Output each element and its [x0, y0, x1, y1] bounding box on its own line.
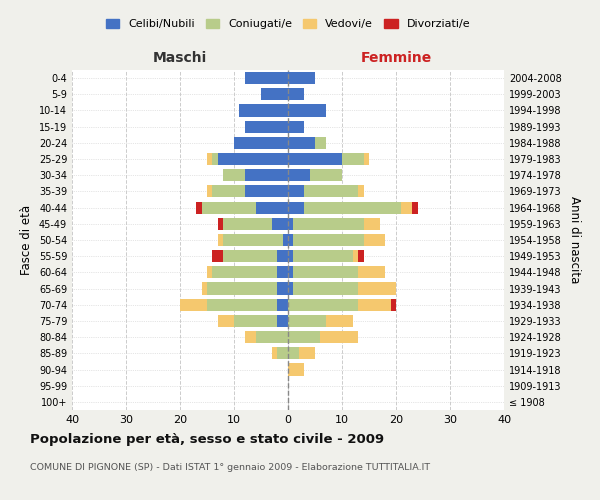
Bar: [207, 153, 212, 165]
Bar: [277, 298, 288, 311]
Text: Femmine: Femmine: [361, 51, 431, 65]
Bar: [288, 153, 342, 165]
Bar: [293, 266, 358, 278]
Bar: [245, 331, 256, 343]
Bar: [304, 186, 358, 198]
Bar: [256, 331, 288, 343]
Bar: [288, 315, 326, 327]
Bar: [358, 298, 391, 311]
Bar: [288, 250, 293, 262]
Bar: [218, 153, 288, 165]
Bar: [180, 298, 207, 311]
Bar: [239, 104, 288, 117]
Bar: [288, 234, 293, 246]
Bar: [277, 348, 288, 360]
Bar: [315, 137, 326, 149]
Bar: [288, 88, 304, 101]
Bar: [391, 298, 396, 311]
Bar: [207, 266, 212, 278]
Bar: [212, 250, 223, 262]
Bar: [202, 202, 256, 213]
Bar: [288, 186, 304, 198]
Bar: [218, 315, 234, 327]
Text: COMUNE DI PIGNONE (SP) - Dati ISTAT 1° gennaio 2009 - Elaborazione TUTTITALIA.IT: COMUNE DI PIGNONE (SP) - Dati ISTAT 1° g…: [30, 462, 430, 471]
Bar: [288, 202, 304, 213]
Bar: [288, 364, 304, 376]
Bar: [288, 282, 293, 294]
Bar: [212, 153, 218, 165]
Bar: [212, 186, 245, 198]
Bar: [364, 153, 369, 165]
Bar: [358, 282, 396, 294]
Bar: [223, 218, 272, 230]
Bar: [288, 348, 299, 360]
Bar: [277, 282, 288, 294]
Bar: [288, 169, 310, 181]
Bar: [293, 282, 358, 294]
Bar: [293, 218, 364, 230]
Bar: [223, 234, 283, 246]
Bar: [218, 234, 223, 246]
Bar: [401, 202, 412, 213]
Bar: [358, 250, 364, 262]
Bar: [326, 315, 353, 327]
Bar: [293, 250, 353, 262]
Bar: [412, 202, 418, 213]
Bar: [196, 202, 202, 213]
Bar: [364, 234, 385, 246]
Y-axis label: Fasce di età: Fasce di età: [20, 205, 33, 275]
Bar: [353, 250, 358, 262]
Y-axis label: Anni di nascita: Anni di nascita: [568, 196, 581, 284]
Bar: [207, 298, 277, 311]
Bar: [342, 153, 364, 165]
Bar: [272, 348, 277, 360]
Bar: [245, 72, 288, 84]
Bar: [207, 186, 212, 198]
Text: Maschi: Maschi: [153, 51, 207, 65]
Bar: [364, 218, 380, 230]
Bar: [218, 218, 223, 230]
Bar: [283, 234, 288, 246]
Bar: [310, 169, 342, 181]
Bar: [288, 331, 320, 343]
Bar: [288, 266, 293, 278]
Bar: [234, 137, 288, 149]
Bar: [245, 169, 288, 181]
Bar: [288, 298, 358, 311]
Bar: [304, 202, 401, 213]
Bar: [207, 282, 277, 294]
Bar: [288, 72, 315, 84]
Bar: [288, 120, 304, 132]
Bar: [320, 331, 358, 343]
Bar: [277, 315, 288, 327]
Bar: [288, 218, 293, 230]
Bar: [261, 88, 288, 101]
Bar: [223, 250, 277, 262]
Bar: [358, 186, 364, 198]
Bar: [288, 104, 326, 117]
Bar: [299, 348, 315, 360]
Legend: Celibi/Nubili, Coniugati/e, Vedovi/e, Divorziati/e: Celibi/Nubili, Coniugati/e, Vedovi/e, Di…: [101, 14, 475, 34]
Bar: [234, 315, 277, 327]
Bar: [293, 234, 364, 246]
Bar: [212, 266, 277, 278]
Bar: [223, 169, 245, 181]
Bar: [277, 266, 288, 278]
Bar: [272, 218, 288, 230]
Bar: [288, 137, 315, 149]
Bar: [245, 186, 288, 198]
Text: Popolazione per età, sesso e stato civile - 2009: Popolazione per età, sesso e stato civil…: [30, 432, 384, 446]
Bar: [256, 202, 288, 213]
Bar: [358, 266, 385, 278]
Bar: [202, 282, 207, 294]
Bar: [245, 120, 288, 132]
Bar: [277, 250, 288, 262]
